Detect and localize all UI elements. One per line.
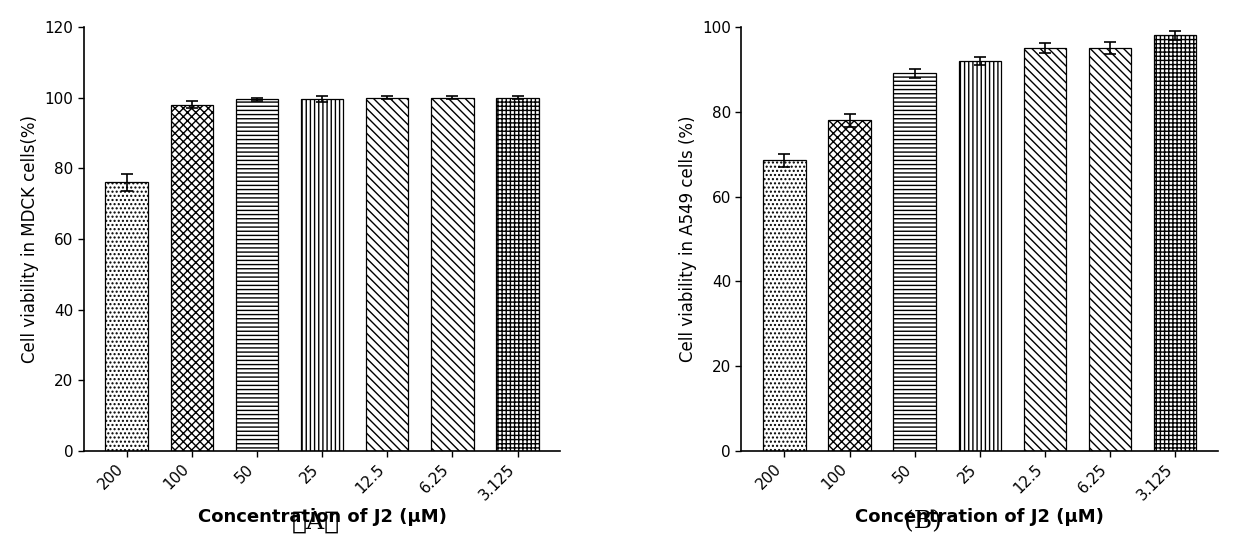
Bar — [235, 100, 278, 451]
X-axis label: Concentration of J2 (μM): Concentration of J2 (μM) — [855, 508, 1104, 526]
Text: （A）: （A） — [292, 510, 339, 534]
Bar — [497, 97, 539, 451]
Bar — [1155, 35, 1197, 451]
Bar — [171, 104, 213, 451]
Bar — [763, 161, 805, 451]
Bar — [893, 74, 935, 451]
Bar — [1023, 48, 1067, 451]
X-axis label: Concentration of J2 (μM): Concentration of J2 (μM) — [197, 508, 446, 526]
Bar — [829, 120, 871, 451]
Bar — [301, 100, 343, 451]
Bar — [105, 183, 147, 451]
Bar — [431, 97, 473, 451]
Bar — [959, 60, 1001, 451]
Text: (B): (B) — [904, 510, 942, 534]
Y-axis label: Cell viability in MDCK cells(%): Cell viability in MDCK cells(%) — [21, 115, 38, 363]
Y-axis label: Cell viability in A549 cells (%): Cell viability in A549 cells (%) — [679, 116, 696, 362]
Bar — [1089, 48, 1131, 451]
Bar — [366, 97, 409, 451]
